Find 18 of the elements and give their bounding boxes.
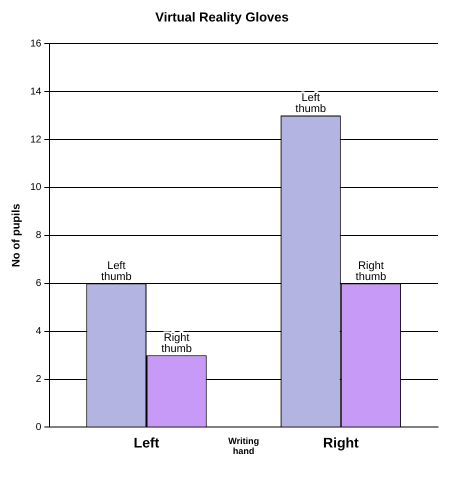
y-tick-label: 16 (30, 38, 42, 50)
x-tick-label: Left (134, 434, 160, 450)
y-tick-label: 0 (36, 422, 42, 433)
x-tick-label: Right (322, 434, 360, 450)
y-tick-label: 10 (30, 182, 42, 194)
chart-title: Virtual Reality Gloves (155, 9, 289, 24)
series-label: Left thumb (295, 92, 326, 116)
y-tick-label: 6 (36, 278, 42, 290)
text: Right thumb (356, 260, 386, 283)
y-tick-label: 2 (36, 374, 42, 385)
y-tick-label: 8 (36, 230, 42, 242)
x-axis-title: Writing hand (228, 436, 260, 456)
y-tick-label: 4 (36, 326, 42, 338)
y-tick-label: 12 (30, 134, 42, 146)
series-label: Right thumb (161, 332, 192, 355)
y-tick-label: 14 (30, 86, 42, 98)
text: Left thumb (101, 260, 132, 283)
y-axis-title: No of pupils (10, 204, 23, 268)
